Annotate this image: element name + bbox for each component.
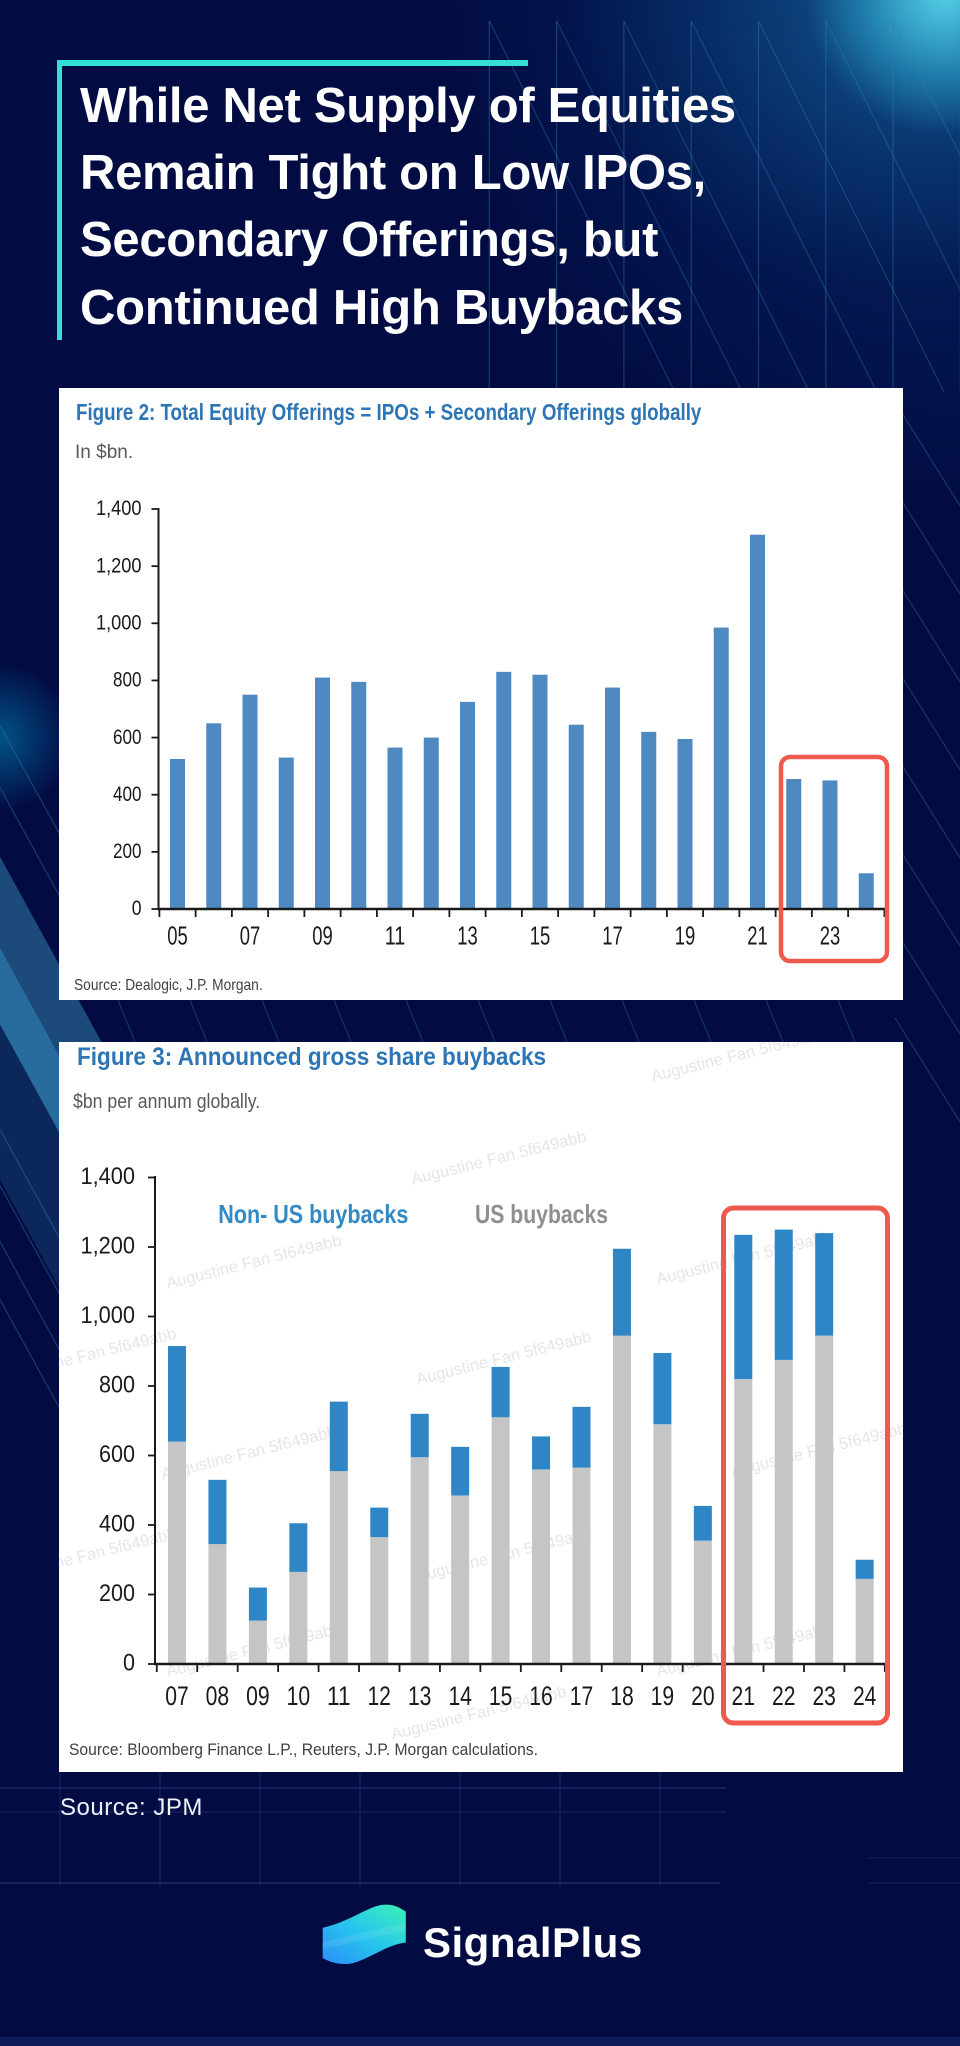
svg-text:Augustine Fan 5f649abb: Augustine Fan 5f649abb [409, 1128, 588, 1189]
svg-text:1,200: 1,200 [81, 1233, 136, 1260]
svg-text:05: 05 [167, 921, 188, 951]
svg-text:18: 18 [610, 1681, 634, 1711]
svg-text:07: 07 [240, 921, 261, 951]
svg-text:600: 600 [99, 1441, 135, 1468]
svg-text:16: 16 [529, 1681, 553, 1711]
svg-text:800: 800 [113, 669, 142, 692]
svg-text:08: 08 [206, 1681, 230, 1711]
svg-text:17: 17 [602, 921, 623, 951]
svg-text:21: 21 [747, 921, 768, 951]
svg-text:800: 800 [99, 1372, 135, 1399]
svg-text:23: 23 [820, 921, 841, 951]
svg-text:22: 22 [772, 1681, 796, 1711]
svg-text:09: 09 [312, 921, 333, 951]
svg-text:1,000: 1,000 [96, 611, 142, 634]
svg-text:200: 200 [99, 1580, 135, 1607]
svg-text:19: 19 [675, 921, 696, 951]
svg-text:17: 17 [570, 1681, 594, 1711]
svg-text:24: 24 [853, 1681, 877, 1711]
svg-text:1,400: 1,400 [96, 497, 142, 520]
svg-text:21: 21 [732, 1681, 756, 1711]
svg-text:11: 11 [385, 921, 406, 951]
svg-text:US buybacks: US buybacks [475, 1199, 608, 1229]
svg-text:0: 0 [123, 1650, 135, 1677]
svg-text:19: 19 [651, 1681, 675, 1711]
svg-text:09: 09 [246, 1681, 270, 1711]
svg-text:600: 600 [113, 726, 142, 749]
svg-text:1,000: 1,000 [81, 1302, 136, 1329]
svg-text:15: 15 [489, 1681, 513, 1711]
svg-text:14: 14 [448, 1681, 472, 1711]
svg-text:15: 15 [530, 921, 551, 951]
svg-text:1,200: 1,200 [96, 554, 142, 577]
svg-text:1,400: 1,400 [81, 1163, 136, 1190]
svg-text:400: 400 [113, 783, 142, 806]
svg-text:13: 13 [457, 921, 478, 951]
svg-text:Augustine Fan 5f649abb: Augustine Fan 5f649abb [164, 1232, 343, 1293]
svg-text:0: 0 [132, 897, 142, 920]
svg-text:11: 11 [327, 1681, 351, 1711]
svg-text:Augustine Fan 5f649abb: Augustine Fan 5f649abb [159, 1423, 338, 1484]
svg-text:07: 07 [165, 1681, 189, 1711]
svg-text:13: 13 [408, 1681, 432, 1711]
svg-text:20: 20 [691, 1681, 715, 1711]
svg-text:10: 10 [287, 1681, 311, 1711]
svg-text:400: 400 [99, 1511, 135, 1538]
svg-text:Non- US buybacks: Non- US buybacks [218, 1199, 408, 1229]
svg-text:12: 12 [367, 1681, 391, 1711]
svg-text:23: 23 [812, 1681, 836, 1711]
svg-text:Augustine Fan 5f649abb: Augustine Fan 5f649abb [649, 1042, 828, 1086]
svg-text:200: 200 [113, 840, 142, 863]
